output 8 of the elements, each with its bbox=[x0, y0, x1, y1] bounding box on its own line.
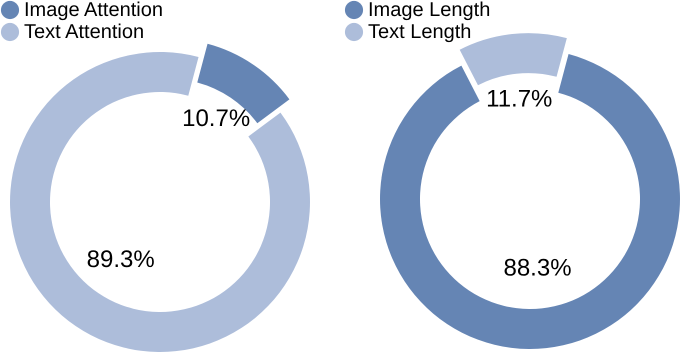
legend-label: Image Length bbox=[368, 0, 490, 21]
data-label: 11.7% bbox=[486, 86, 552, 113]
legend-label: Text Attention bbox=[24, 21, 144, 43]
legend-label: Image Attention bbox=[24, 0, 163, 21]
legend-label: Text Length bbox=[368, 21, 472, 43]
data-label: 10.7% bbox=[182, 105, 250, 132]
data-label: 89.3% bbox=[86, 246, 155, 273]
data-label: 88.3% bbox=[503, 254, 572, 282]
